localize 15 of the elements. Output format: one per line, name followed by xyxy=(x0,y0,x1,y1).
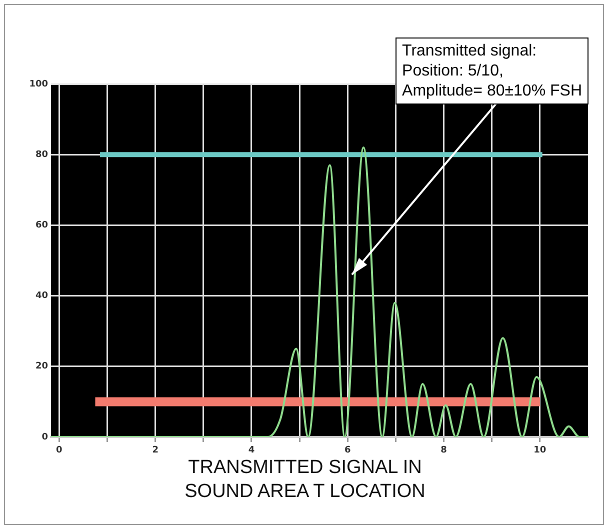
y-tick-label: 80 xyxy=(35,150,48,160)
x-tick-label: 6 xyxy=(344,446,351,456)
y-tick-label: 40 xyxy=(35,291,48,302)
x-tick-label: 0 xyxy=(56,446,62,456)
x-tick-label: 4 xyxy=(248,446,255,456)
y-tick-label: 0 xyxy=(42,432,48,442)
annotation: Transmitted signal: Position: 5/10, Amplitude= 80±10% FSH xyxy=(402,42,582,100)
x-tick-label: 8 xyxy=(440,446,447,456)
text: TRANSMITTED SIGNAL IN SOUND AREA T LOCATION xyxy=(184,456,426,504)
y-tick-label: 100 xyxy=(29,79,48,90)
y-tick-label: 60 xyxy=(35,220,48,231)
x-tick-label: 2 xyxy=(152,446,158,456)
x-tick-label: 10 xyxy=(534,446,546,456)
line-series xyxy=(51,146,588,437)
y-tick-label: 20 xyxy=(35,362,48,372)
